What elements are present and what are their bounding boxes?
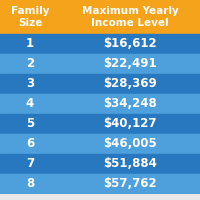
Text: $40,127: $40,127 bbox=[103, 117, 157, 130]
Text: $16,612: $16,612 bbox=[103, 37, 157, 50]
Bar bbox=[0, 174, 200, 194]
Text: Family
Size: Family Size bbox=[11, 6, 49, 28]
Text: 3: 3 bbox=[26, 77, 34, 90]
Text: 2: 2 bbox=[26, 57, 34, 70]
Text: 7: 7 bbox=[26, 157, 34, 170]
Bar bbox=[0, 34, 200, 54]
Text: Maximum Yearly
Income Level: Maximum Yearly Income Level bbox=[82, 6, 178, 28]
Text: $28,369: $28,369 bbox=[103, 77, 157, 90]
Text: $51,884: $51,884 bbox=[103, 157, 157, 170]
Text: 6: 6 bbox=[26, 137, 34, 150]
Text: $46,005: $46,005 bbox=[103, 137, 157, 150]
Text: 1: 1 bbox=[26, 37, 34, 50]
Bar bbox=[0, 54, 200, 74]
Bar bbox=[0, 114, 200, 134]
Bar bbox=[0, 74, 200, 94]
Bar bbox=[0, 94, 200, 114]
Text: 4: 4 bbox=[26, 97, 34, 110]
Bar bbox=[0, 154, 200, 174]
Text: $22,491: $22,491 bbox=[103, 57, 157, 70]
Text: $57,762: $57,762 bbox=[103, 177, 157, 190]
Text: $34,248: $34,248 bbox=[103, 97, 157, 110]
Bar bbox=[0, 0, 200, 34]
Text: 8: 8 bbox=[26, 177, 34, 190]
Text: 5: 5 bbox=[26, 117, 34, 130]
Bar bbox=[0, 134, 200, 154]
